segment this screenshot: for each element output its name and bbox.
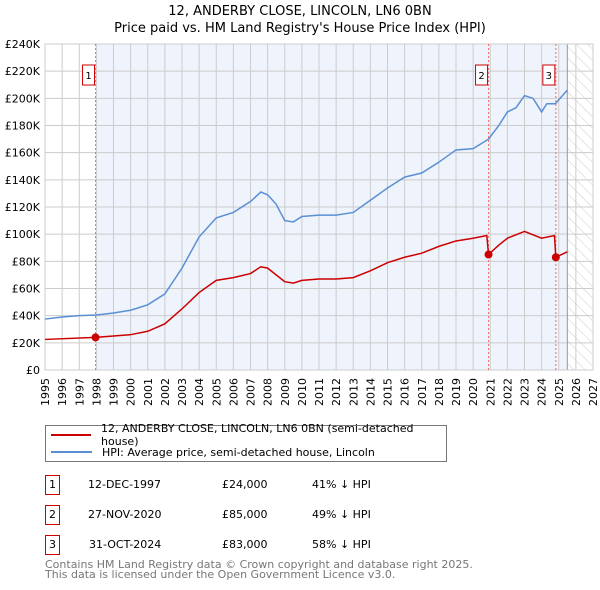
x-tick-label: 2024 <box>536 378 549 406</box>
sale-date: 31-OCT-2024 <box>89 538 162 551</box>
legend-swatch-property <box>51 434 92 436</box>
x-tick-label: 2009 <box>279 378 292 406</box>
footer-licence: This data is licensed under the Open Gov… <box>45 568 396 581</box>
x-tick-label: 2012 <box>330 378 343 406</box>
sale-marker-label: 1 <box>45 475 60 495</box>
x-tick-label: 2008 <box>262 378 275 406</box>
x-tick-label: 2010 <box>296 378 309 406</box>
y-tick-label: £0 <box>26 364 40 377</box>
sale-point <box>91 333 100 342</box>
x-tick-label: 2021 <box>484 378 497 406</box>
chart-subtitle: Price paid vs. HM Land Registry's House … <box>114 21 486 36</box>
x-tick-label: 2007 <box>245 378 258 406</box>
y-tick-label: £240K <box>5 38 41 51</box>
sale-number-label: 1 <box>85 71 91 82</box>
price-chart: 1995 1996 1997 1998 1999 2000 2001 2002 2003 2004… <box>5 38 600 406</box>
sale-price: £83,000 <box>222 538 268 551</box>
legend: 12, ANDERBY CLOSE, LINCOLN, LN6 0BN (sem… <box>45 422 447 462</box>
x-tick-label: 2015 <box>382 378 395 406</box>
x-tick-label: 2002 <box>159 378 172 406</box>
x-tick-label: 2017 <box>416 378 429 406</box>
x-tick-label: 1997 <box>73 378 86 406</box>
sale-price: £85,000 <box>222 508 268 521</box>
x-tick-label: 2005 <box>210 378 223 406</box>
y-tick-label: £80K <box>12 255 41 268</box>
x-tick-label: 1996 <box>56 378 69 406</box>
x-tick-label: 2020 <box>467 378 480 406</box>
sale-row: 2 27-NOV-2020 £85,000 49% ↓ HPI <box>45 505 465 525</box>
sale-hpi-diff: 58% ↓ HPI <box>312 538 371 551</box>
x-tick-label: 2018 <box>433 378 446 406</box>
x-tick-label: 2013 <box>347 378 360 406</box>
sale-number-box <box>475 64 489 86</box>
sale-marker-label: 3 <box>45 535 60 555</box>
x-tick-label: 2011 <box>313 378 326 406</box>
sale-hpi-diff: 41% ↓ HPI <box>312 478 371 491</box>
y-tick-label: £200K <box>5 92 41 105</box>
x-tick-label: 2022 <box>501 378 514 406</box>
property-price-line <box>44 230 568 341</box>
x-tick-label: 1995 <box>39 378 52 406</box>
x-tick-label: 1999 <box>108 378 121 406</box>
y-tick-label: £60K <box>12 283 41 296</box>
sale-marker-label: 2 <box>45 505 60 525</box>
y-tick-label: £120K <box>5 201 41 214</box>
x-tick-label: 2016 <box>399 378 412 406</box>
sale-price: £24,000 <box>222 478 268 491</box>
x-tick-label: 2026 <box>570 378 583 406</box>
x-tick-label: 2004 <box>193 378 206 406</box>
legend-label-hpi: HPI: Average price, semi-detached house,… <box>102 445 375 459</box>
legend-label-property: 12, ANDERBY CLOSE, LINCOLN, LN6 0BN (sem… <box>101 422 414 448</box>
x-tick-label: 2001 <box>142 378 155 406</box>
sale-point <box>551 253 560 262</box>
x-tick-label: 1998 <box>90 378 103 406</box>
y-tick-label: £40K <box>12 310 41 323</box>
hpi-line <box>44 89 568 320</box>
x-tick-label: 2023 <box>519 378 532 406</box>
y-tick-label: £160K <box>5 147 41 160</box>
sale-point <box>484 250 493 259</box>
y-tick-label: £20K <box>12 337 41 350</box>
sale-date: 12-DEC-1997 <box>88 478 162 491</box>
x-tick-label: 2003 <box>176 378 189 406</box>
footer: Contains HM Land Registry data © Crown c… <box>45 558 473 581</box>
footer-copyright: Contains HM Land Registry data © Crown c… <box>45 558 473 571</box>
y-tick-label: £100K <box>5 228 41 241</box>
y-tick-label: £180K <box>5 120 41 133</box>
x-tick-label: 2000 <box>125 378 138 406</box>
sale-date: 27-NOV-2020 <box>88 508 162 521</box>
chart-title: 12, ANDERBY CLOSE, LINCOLN, LN6 0BN <box>168 4 432 19</box>
sale-row: 1 12-DEC-1997 £24,000 41% ↓ HPI <box>45 475 465 495</box>
x-tick-label: 2014 <box>364 378 377 406</box>
sale-number-label: 2 <box>478 71 484 82</box>
sale-hpi-diff: 49% ↓ HPI <box>312 508 371 521</box>
sale-row: 3 31-OCT-2024 £83,000 58% ↓ HPI <box>45 535 465 555</box>
x-tick-label: 2019 <box>450 378 463 406</box>
sale-number-box <box>82 64 96 86</box>
y-tick-label: £220K <box>5 65 41 78</box>
legend-swatch-hpi <box>51 451 92 453</box>
x-tick-label: 2006 <box>227 378 240 406</box>
x-tick-label: 2027 <box>587 378 600 406</box>
sale-number-label: 3 <box>546 71 552 82</box>
y-tick-label: £140K <box>5 174 41 187</box>
plot-frame <box>44 43 594 371</box>
x-tick-label: 2025 <box>553 378 566 406</box>
sale-number-box <box>542 64 556 86</box>
